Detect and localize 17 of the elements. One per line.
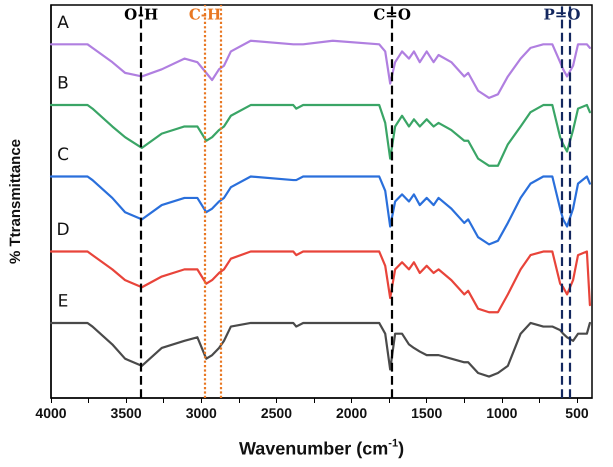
ref-line-label: O-H: [124, 6, 158, 24]
series-label: D: [56, 220, 70, 240]
series-label: C: [57, 144, 69, 165]
x-tick-label: 2000: [336, 405, 368, 421]
x-tick-label: 1000: [486, 405, 518, 421]
x-tick-label: 2500: [260, 405, 292, 421]
y-axis-title: % Ttransmittance: [7, 138, 24, 264]
x-tick-label: 3000: [186, 405, 218, 421]
x-tick-label: 4000: [35, 405, 67, 421]
x-tick-label: 1500: [411, 405, 442, 421]
series-label: B: [57, 74, 69, 94]
series-label: E: [58, 291, 68, 312]
x-tick-label: 3500: [110, 405, 142, 421]
series-label: A: [57, 12, 70, 33]
x-tick-label: 500: [565, 405, 589, 421]
ref-line-label: C=O: [373, 6, 411, 24]
ref-line-label: C-H: [188, 6, 222, 24]
